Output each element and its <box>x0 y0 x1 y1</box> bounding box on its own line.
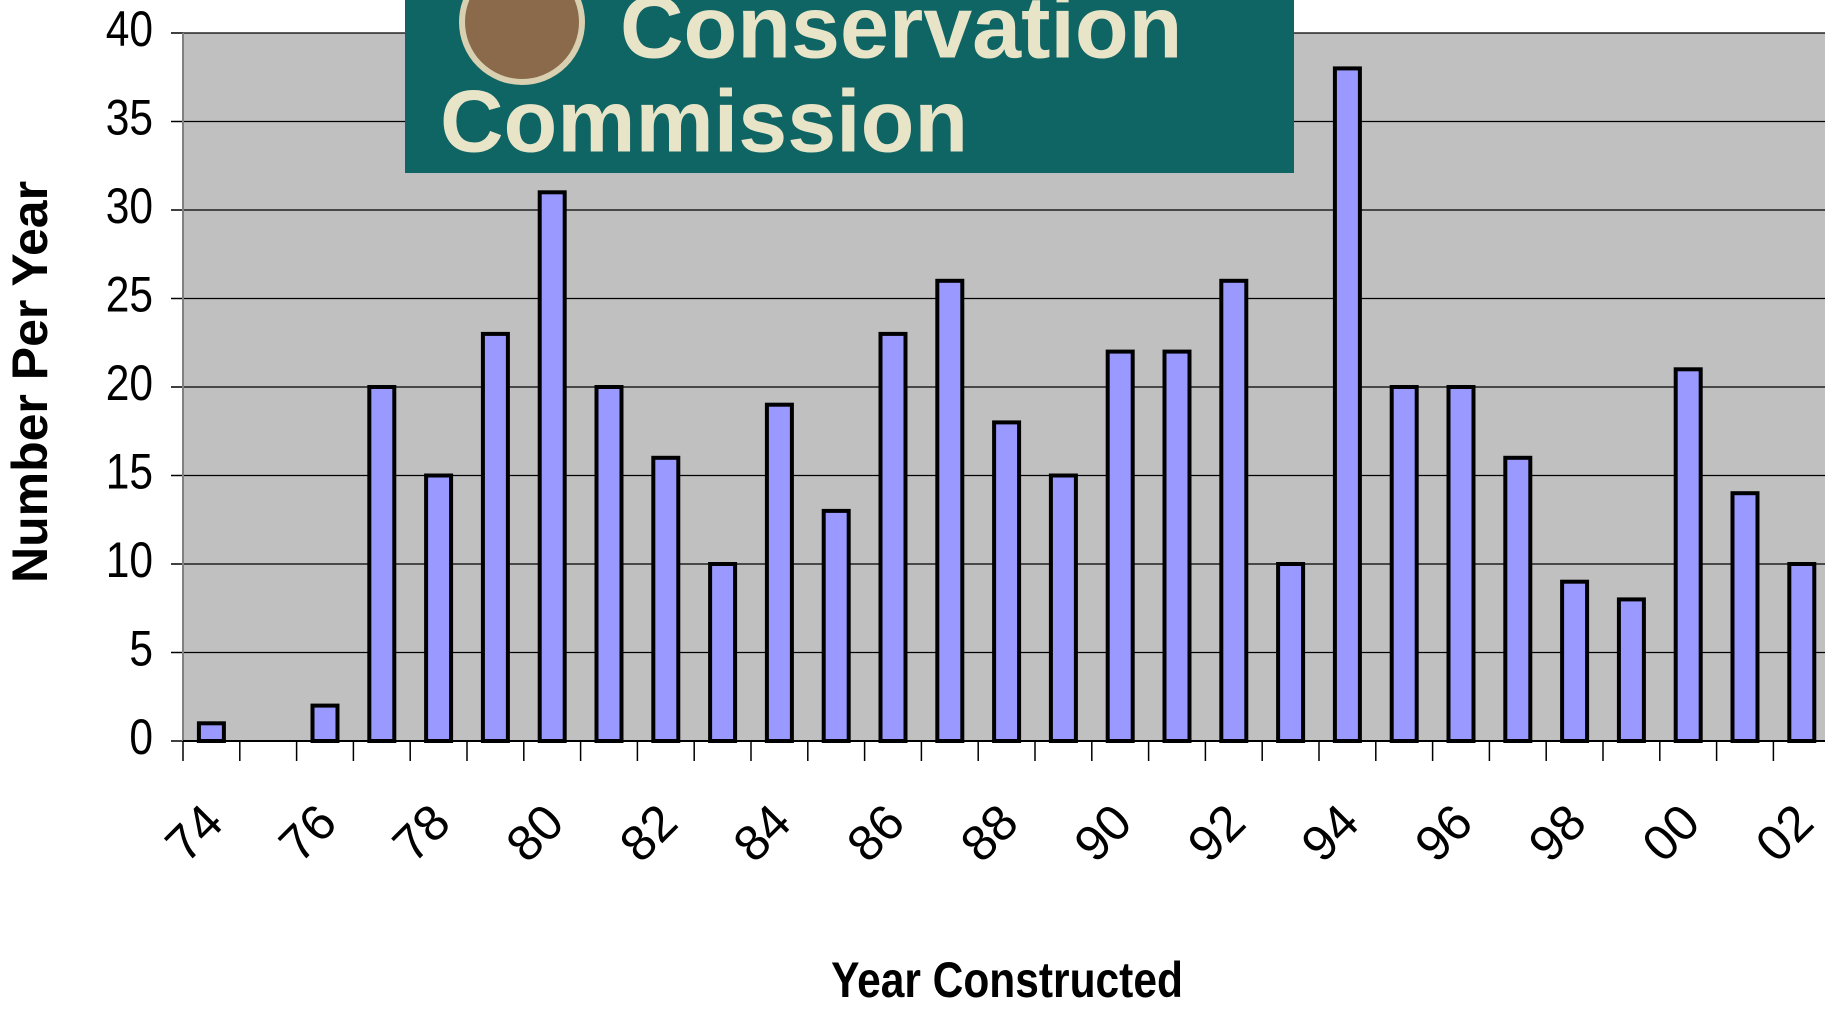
x-tick-label: 90 <box>1063 794 1142 873</box>
bar <box>878 331 908 743</box>
y-tick-label: 30 <box>106 178 153 234</box>
x-tick-label: 74 <box>155 794 234 873</box>
bar <box>1219 278 1249 743</box>
x-tick-label: 76 <box>268 794 347 873</box>
bar <box>935 278 965 743</box>
x-axis-title: Year Constructed <box>831 952 1183 1008</box>
bar <box>310 703 340 743</box>
bar <box>1730 491 1760 744</box>
banner-line1: Conservation <box>620 0 1182 76</box>
bar <box>1048 473 1078 743</box>
y-axis-title: Number Per Year <box>2 181 58 583</box>
bar <box>992 420 1022 743</box>
bar <box>821 508 851 743</box>
seal <box>459 0 585 85</box>
bar <box>594 385 624 743</box>
bar <box>480 331 510 743</box>
x-tick-label: 02 <box>1745 794 1824 873</box>
bar <box>1332 66 1362 743</box>
x-tick-label: 88 <box>950 794 1029 873</box>
x-tick-label: 94 <box>1291 794 1370 873</box>
y-tick-label: 15 <box>106 443 153 499</box>
bar <box>1616 597 1646 744</box>
x-tick-label: 92 <box>1177 794 1256 873</box>
bar <box>537 190 567 744</box>
bar <box>1673 367 1703 743</box>
y-tick-label: 0 <box>129 709 153 765</box>
x-tick-label: 82 <box>609 794 688 873</box>
x-tick-label: 98 <box>1518 794 1597 873</box>
banner-line2: Commission <box>440 71 968 170</box>
bar <box>367 385 397 743</box>
y-tick-label: 25 <box>106 266 153 322</box>
y-tick-label: 5 <box>129 620 153 676</box>
x-tick-label: 80 <box>495 794 574 873</box>
bar <box>1503 455 1533 743</box>
y-tick-label: 35 <box>106 89 153 145</box>
bar <box>424 473 454 743</box>
bar <box>651 455 681 743</box>
bar <box>196 721 226 743</box>
bar <box>1787 562 1817 743</box>
x-tick-label: 78 <box>382 794 461 873</box>
bar <box>1105 349 1135 743</box>
bar <box>764 402 794 743</box>
y-tick-label: 20 <box>106 355 153 411</box>
bar <box>1276 562 1306 743</box>
x-tick-label: 84 <box>723 794 802 873</box>
x-tick-label: 86 <box>836 794 915 873</box>
bar <box>1560 579 1590 744</box>
bar <box>1389 385 1419 743</box>
bar <box>1162 349 1192 743</box>
x-tick-label: 96 <box>1404 794 1483 873</box>
x-tick-label: 00 <box>1631 794 1710 873</box>
y-tick-label: 40 <box>106 1 153 57</box>
bar <box>708 562 738 743</box>
bar <box>1446 385 1476 743</box>
y-tick-label: 10 <box>106 532 153 588</box>
